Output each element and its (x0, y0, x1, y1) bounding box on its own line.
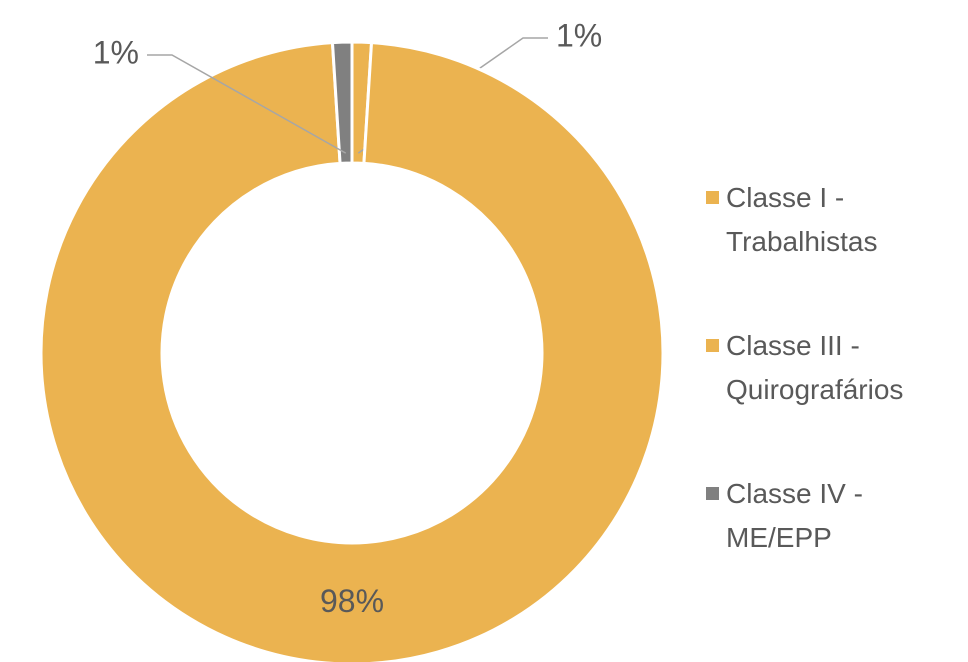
slice (330, 40, 354, 165)
leader-line (147, 54, 347, 154)
data-label: 1% (93, 34, 139, 70)
slice (39, 41, 665, 662)
legend-item: Classe III - Quirografários (706, 328, 966, 412)
data-label: 1% (556, 17, 602, 53)
legend-label: Classe III - Quirografários (726, 330, 904, 405)
legend-item: Classe I - Trabalhistas (706, 180, 966, 264)
legend-label: Classe IV - ME/EPP (726, 478, 863, 553)
legend-item: Classe IV - ME/EPP (706, 476, 966, 560)
legend-swatch (706, 339, 719, 352)
legend-swatch (706, 191, 719, 204)
legend-swatch (706, 487, 719, 500)
data-label: 98% (320, 583, 384, 619)
legend-label: Classe I - Trabalhistas (726, 182, 878, 257)
